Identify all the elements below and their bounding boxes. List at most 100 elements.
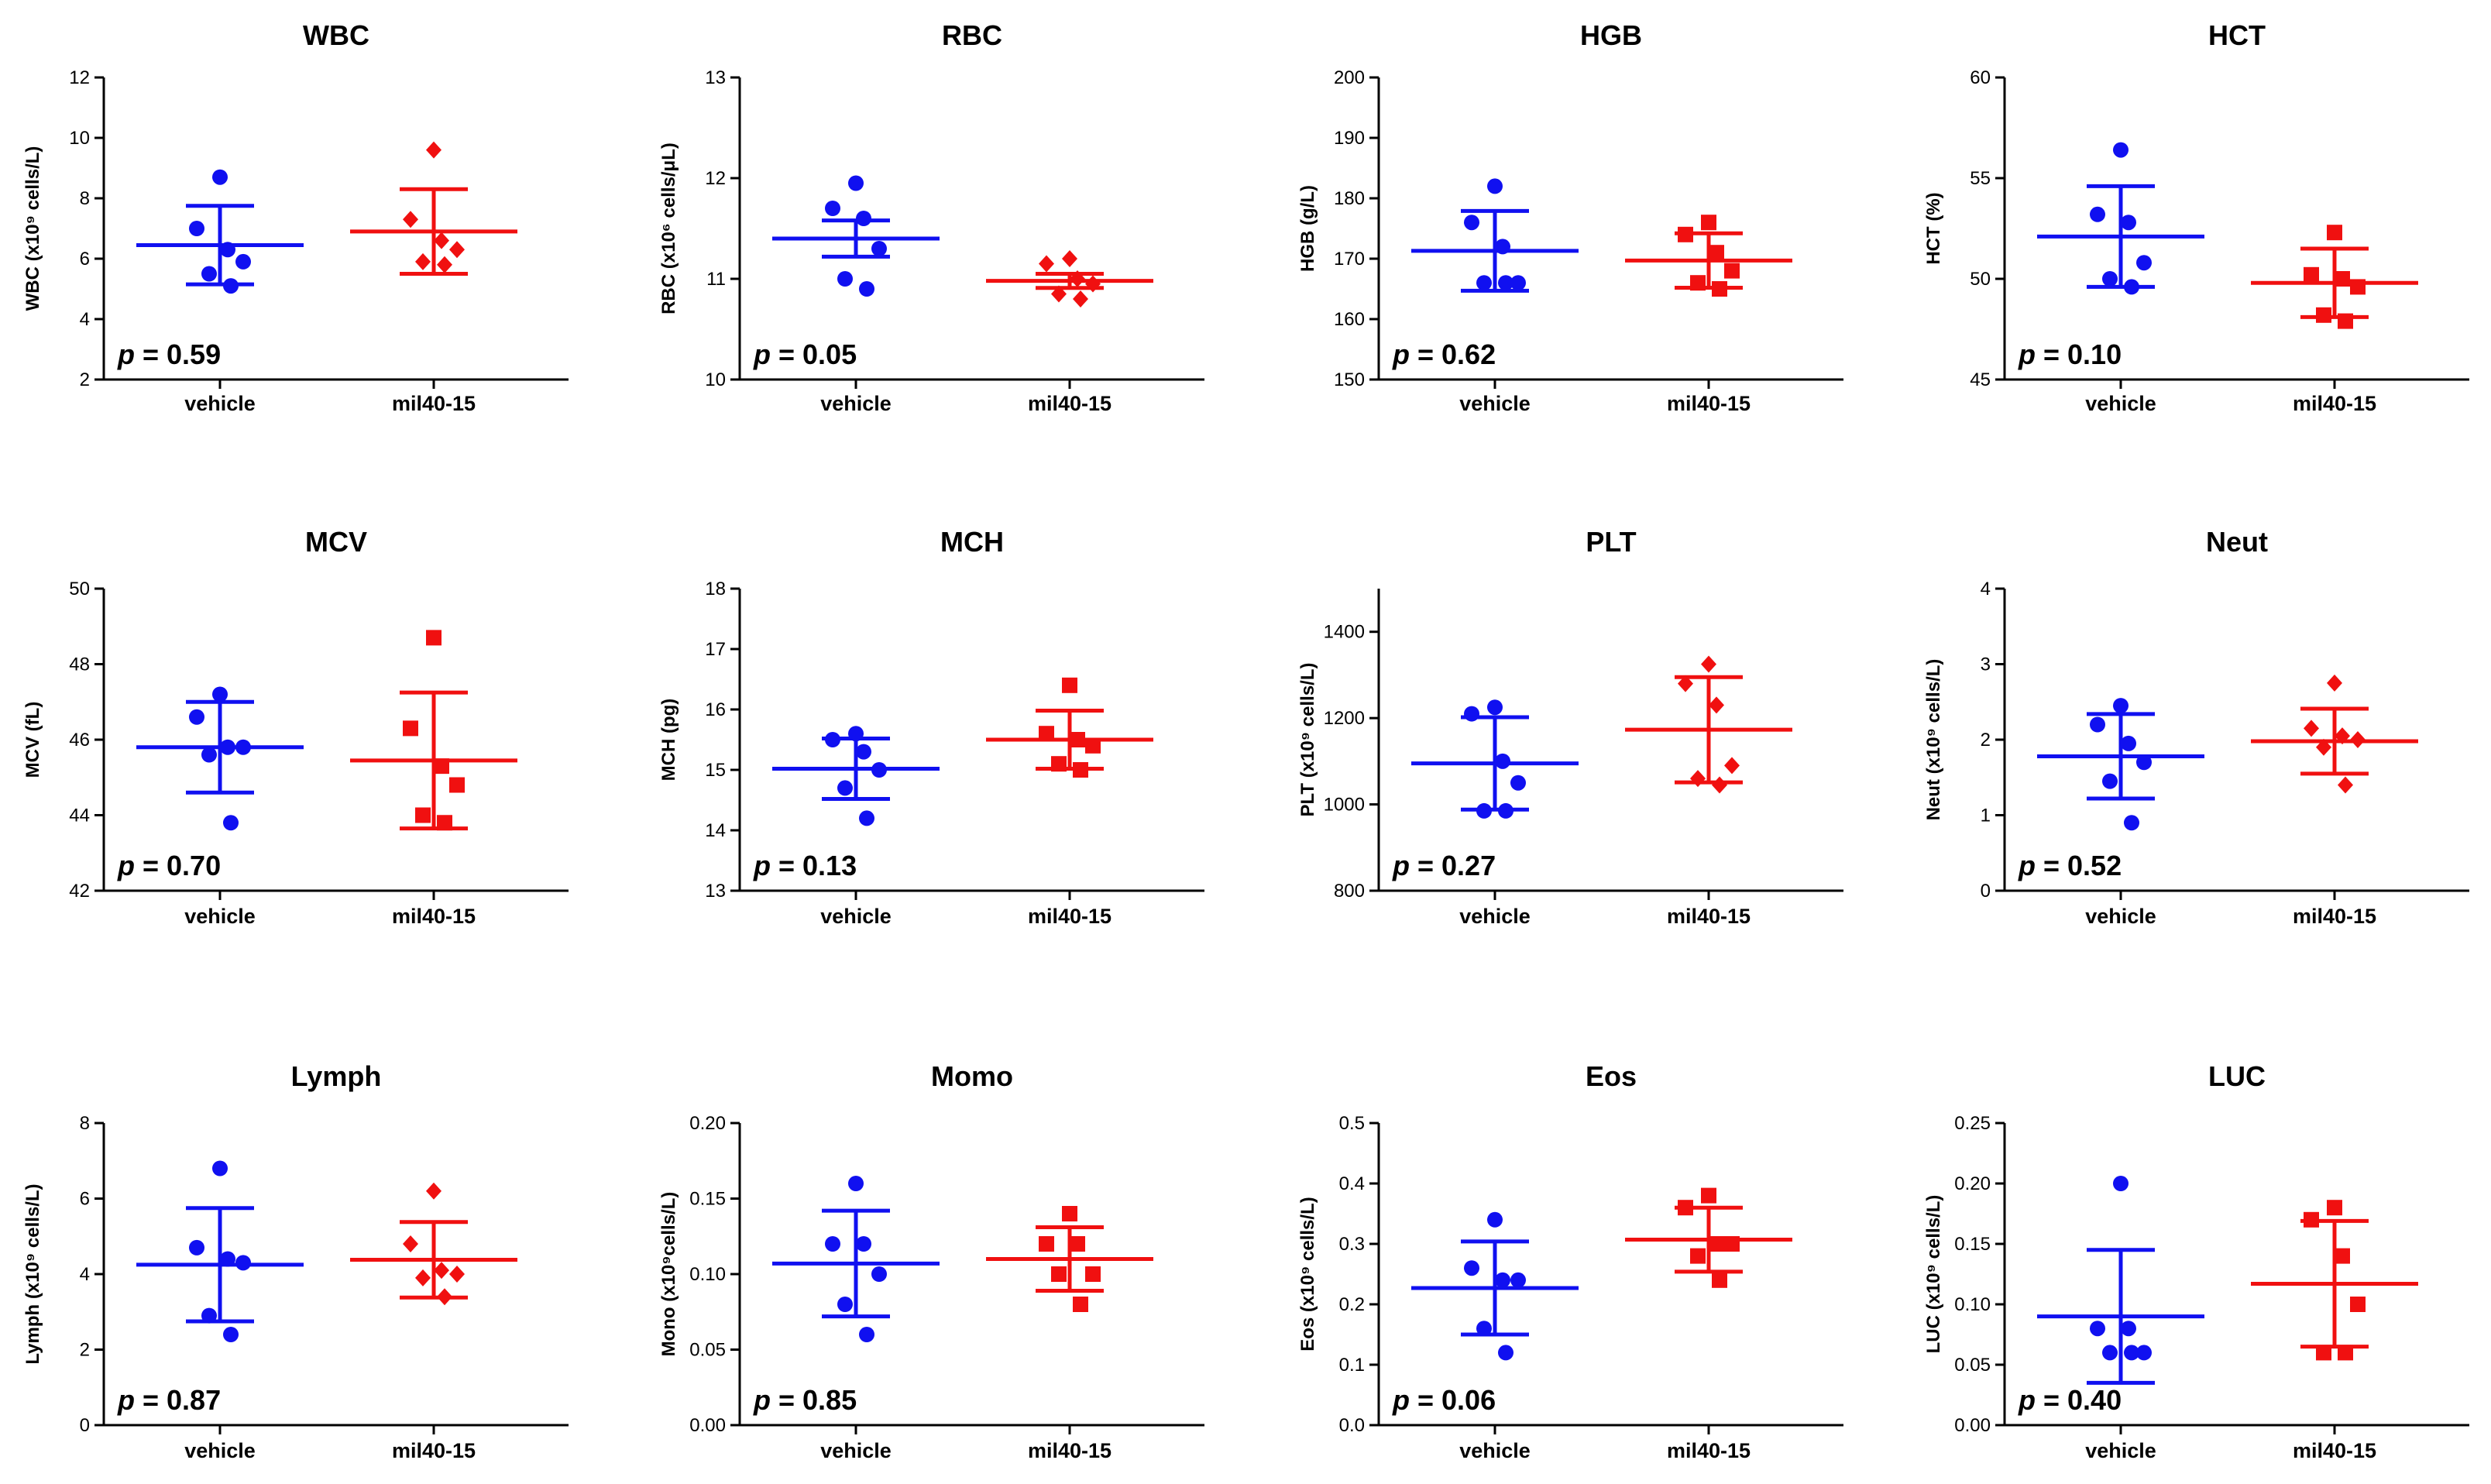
y-tick-label: 0.2: [1339, 1294, 1365, 1315]
panel-neut: Neut 0 1 2 3 4 Neut (x10⁹ cells/L) vehicle mil40…: [1923, 526, 2469, 928]
y-tick-label: 10: [69, 128, 90, 149]
data-point: [2136, 1345, 2152, 1361]
x-category-label: vehicle: [184, 392, 256, 415]
y-tick-label: 16: [705, 699, 726, 720]
data-point: [437, 256, 452, 273]
x-category-label: vehicle: [1459, 392, 1531, 415]
data-point: [837, 780, 853, 796]
y-axis-label: WBC (x10⁹ cells/L): [22, 146, 43, 311]
data-point: [201, 747, 217, 763]
data-point: [212, 169, 228, 185]
data-point: [1039, 1236, 1054, 1252]
data-point: [2113, 698, 2129, 714]
data-point: [1709, 696, 1724, 714]
p-value-number: = 0.05: [771, 338, 857, 370]
data-point: [1701, 215, 1716, 231]
data-point: [859, 281, 874, 297]
data-point: [856, 211, 871, 226]
p-value: p = 0.62: [1392, 338, 1496, 370]
y-tick-label: 190: [1334, 128, 1365, 149]
p-value: p = 0.85: [753, 1384, 857, 1416]
data-point: [859, 1327, 874, 1342]
data-point: [1073, 1297, 1088, 1312]
panel-title: WBC: [303, 19, 369, 51]
y-tick-label: 50: [69, 579, 90, 599]
data-point: [1510, 275, 1526, 291]
y-tick-label: 1: [1981, 806, 1991, 826]
p-value: p = 0.13: [753, 850, 857, 881]
x-category-label: vehicle: [820, 1439, 892, 1462]
data-point: [848, 175, 864, 191]
data-point: [449, 241, 465, 259]
x-category-label: vehicle: [184, 905, 256, 928]
data-point: [1464, 706, 1479, 722]
data-point: [434, 232, 449, 249]
p-label: p: [117, 338, 135, 370]
data-point: [1701, 655, 1716, 673]
data-point: [1476, 1321, 1492, 1337]
panel-title: Lymph: [291, 1060, 382, 1092]
y-tick-label: 0.15: [1954, 1234, 1991, 1255]
series-vehicle: [1411, 178, 1579, 293]
x-category-label: mil40-15: [1028, 905, 1112, 928]
data-point: [1039, 255, 1054, 273]
y-tick-label: 1000: [1324, 795, 1365, 816]
data-point: [2090, 206, 2105, 222]
data-point: [426, 1182, 442, 1200]
p-value: p = 0.40: [2018, 1384, 2122, 1416]
p-label: p: [2018, 338, 2036, 370]
data-point: [403, 720, 418, 737]
y-tick-label: 160: [1334, 309, 1365, 330]
y-tick-label: 180: [1334, 188, 1365, 209]
data-point: [1498, 275, 1513, 291]
p-value: p = 0.70: [117, 850, 221, 881]
y-tick-label: 55: [1970, 168, 1991, 189]
series-vehicle: [2037, 142, 2204, 295]
p-label: p: [1392, 338, 1410, 370]
y-tick-label: 200: [1334, 67, 1365, 88]
data-point: [825, 201, 840, 216]
data-point: [1487, 1211, 1503, 1228]
x-category-label: mil40-15: [2293, 1439, 2376, 1462]
y-tick-label: 0.20: [689, 1113, 726, 1134]
x-category-label: mil40-15: [1028, 1439, 1112, 1462]
x-category-label: mil40-15: [1028, 392, 1112, 415]
series-mil40-15: [2251, 225, 2418, 329]
y-tick-label: 45: [1970, 369, 1991, 390]
panel-title: Momo: [931, 1060, 1013, 1092]
series-mil40-15: [2251, 674, 2418, 794]
y-axis-label: Neut (x10⁹ cells/L): [1923, 659, 1944, 821]
y-tick-label: 15: [705, 760, 726, 781]
panel-hct: HCT 45 50 55 60 HCT (%) vehicle mil40-15 p = 0.1…: [1923, 19, 2469, 415]
y-tick-label: 4: [1981, 579, 1991, 599]
y-tick-label: 6: [80, 249, 90, 270]
data-point: [415, 1269, 431, 1286]
y-tick-label: 0.25: [1954, 1113, 1991, 1134]
y-axis-label: LUC (x10⁹ cells/L): [1923, 1195, 1944, 1354]
panel-title: PLT: [1586, 526, 1636, 558]
y-tick-label: 2: [1981, 730, 1991, 751]
data-point: [859, 810, 874, 826]
y-tick-label: 3: [1981, 654, 1991, 675]
data-point: [2124, 1345, 2139, 1361]
data-point: [1510, 775, 1526, 791]
p-value-number: = 0.85: [771, 1384, 857, 1416]
data-point: [856, 744, 871, 760]
p-label: p: [117, 1384, 135, 1416]
y-tick-label: 150: [1334, 369, 1365, 390]
data-point: [223, 815, 239, 831]
data-point: [1464, 215, 1479, 231]
data-point: [212, 686, 228, 702]
p-value: p = 0.52: [2018, 850, 2122, 881]
p-value-number: = 0.87: [135, 1384, 221, 1416]
y-tick-label: 0.5: [1339, 1113, 1365, 1134]
series-mil40-15: [986, 677, 1153, 778]
x-category-label: vehicle: [2085, 905, 2156, 928]
data-point: [1464, 1260, 1479, 1276]
y-tick-label: 800: [1334, 881, 1365, 902]
data-point: [856, 1236, 871, 1252]
data-point: [449, 1266, 465, 1283]
series-vehicle: [1411, 1211, 1579, 1361]
y-tick-label: 0.4: [1339, 1173, 1365, 1194]
data-point: [1724, 263, 1740, 279]
